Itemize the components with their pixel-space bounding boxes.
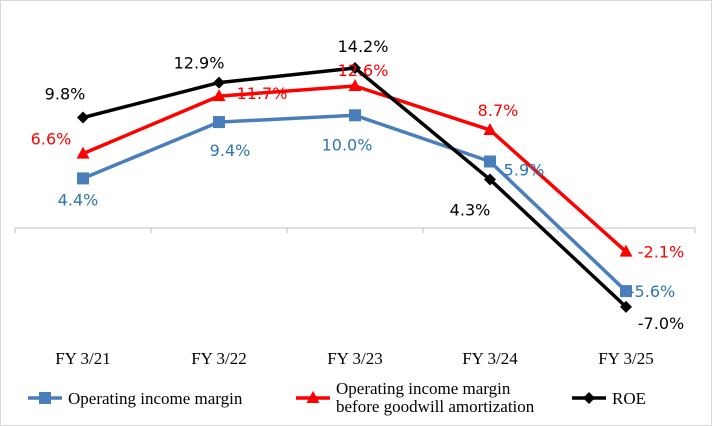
- legend-item: Operating income margin: [28, 389, 243, 408]
- series-2: [76, 78, 633, 257]
- x-tick-label: FY 3/23: [327, 349, 383, 368]
- legend-label: Operating income margin: [336, 379, 511, 398]
- data-label: -5.6%: [629, 282, 675, 301]
- series-marker-triangle: [76, 146, 90, 159]
- data-label: 12.9%: [174, 54, 225, 73]
- series-marker-triangle: [348, 78, 362, 91]
- legend-label: before goodwill amortization: [336, 397, 535, 416]
- data-labels: 4.4% 9.4% 10.0% 5.9% -5.6% 6.6% 11.7% 12.6% 8.7%…: [31, 37, 685, 333]
- data-label: 8.7%: [478, 101, 519, 120]
- series-marker-triangle: [483, 122, 497, 135]
- x-tick-label: FY 3/25: [598, 349, 654, 368]
- data-label: -2.1%: [638, 243, 684, 262]
- series-marker-triangle: [212, 89, 226, 102]
- data-label: 4.3%: [450, 201, 491, 220]
- data-label: 5.9%: [504, 161, 545, 180]
- legend-label: Operating income margin: [68, 389, 243, 408]
- series-marker-diamond: [213, 76, 225, 89]
- data-label: 6.6%: [31, 130, 72, 149]
- data-label: 9.4%: [210, 141, 251, 160]
- series-marker-triangle: [619, 244, 633, 257]
- series-marker-square: [39, 392, 51, 404]
- series-marker-square: [77, 172, 89, 185]
- legend-item: ROE: [572, 389, 646, 408]
- series-3: [77, 61, 632, 313]
- x-tick-label: FY 3/24: [462, 349, 518, 368]
- series-line: [82, 66, 628, 309]
- x-axis-ticks: [14, 228, 696, 233]
- series-1: [77, 109, 632, 298]
- series-marker-diamond: [583, 392, 595, 404]
- series-marker-diamond: [349, 61, 361, 74]
- x-tick-labels: FY 3/21 FY 3/22 FY 3/23 FY 3/24 FY 3/25: [55, 349, 654, 368]
- series-marker-square: [620, 285, 632, 298]
- data-label: 11.7%: [237, 84, 288, 103]
- series-marker-triangle: [306, 391, 320, 403]
- legend-label: ROE: [612, 389, 646, 408]
- x-tick-label: FY 3/22: [191, 349, 247, 368]
- data-label: 9.8%: [45, 85, 86, 104]
- data-label: 14.2%: [338, 37, 389, 56]
- data-label: 10.0%: [322, 135, 373, 154]
- data-label: 4.4%: [58, 190, 99, 209]
- data-label: 12.6%: [338, 61, 389, 80]
- series-marker-square: [213, 116, 225, 129]
- series-marker-diamond: [484, 173, 496, 186]
- data-label: -7.0%: [638, 314, 684, 333]
- series-layer: [76, 61, 633, 313]
- series-marker-diamond: [620, 300, 632, 313]
- series-marker-diamond: [77, 111, 89, 124]
- series-marker-square: [484, 155, 496, 168]
- series-marker-square: [349, 109, 361, 122]
- x-tick-label: FY 3/21: [55, 349, 111, 368]
